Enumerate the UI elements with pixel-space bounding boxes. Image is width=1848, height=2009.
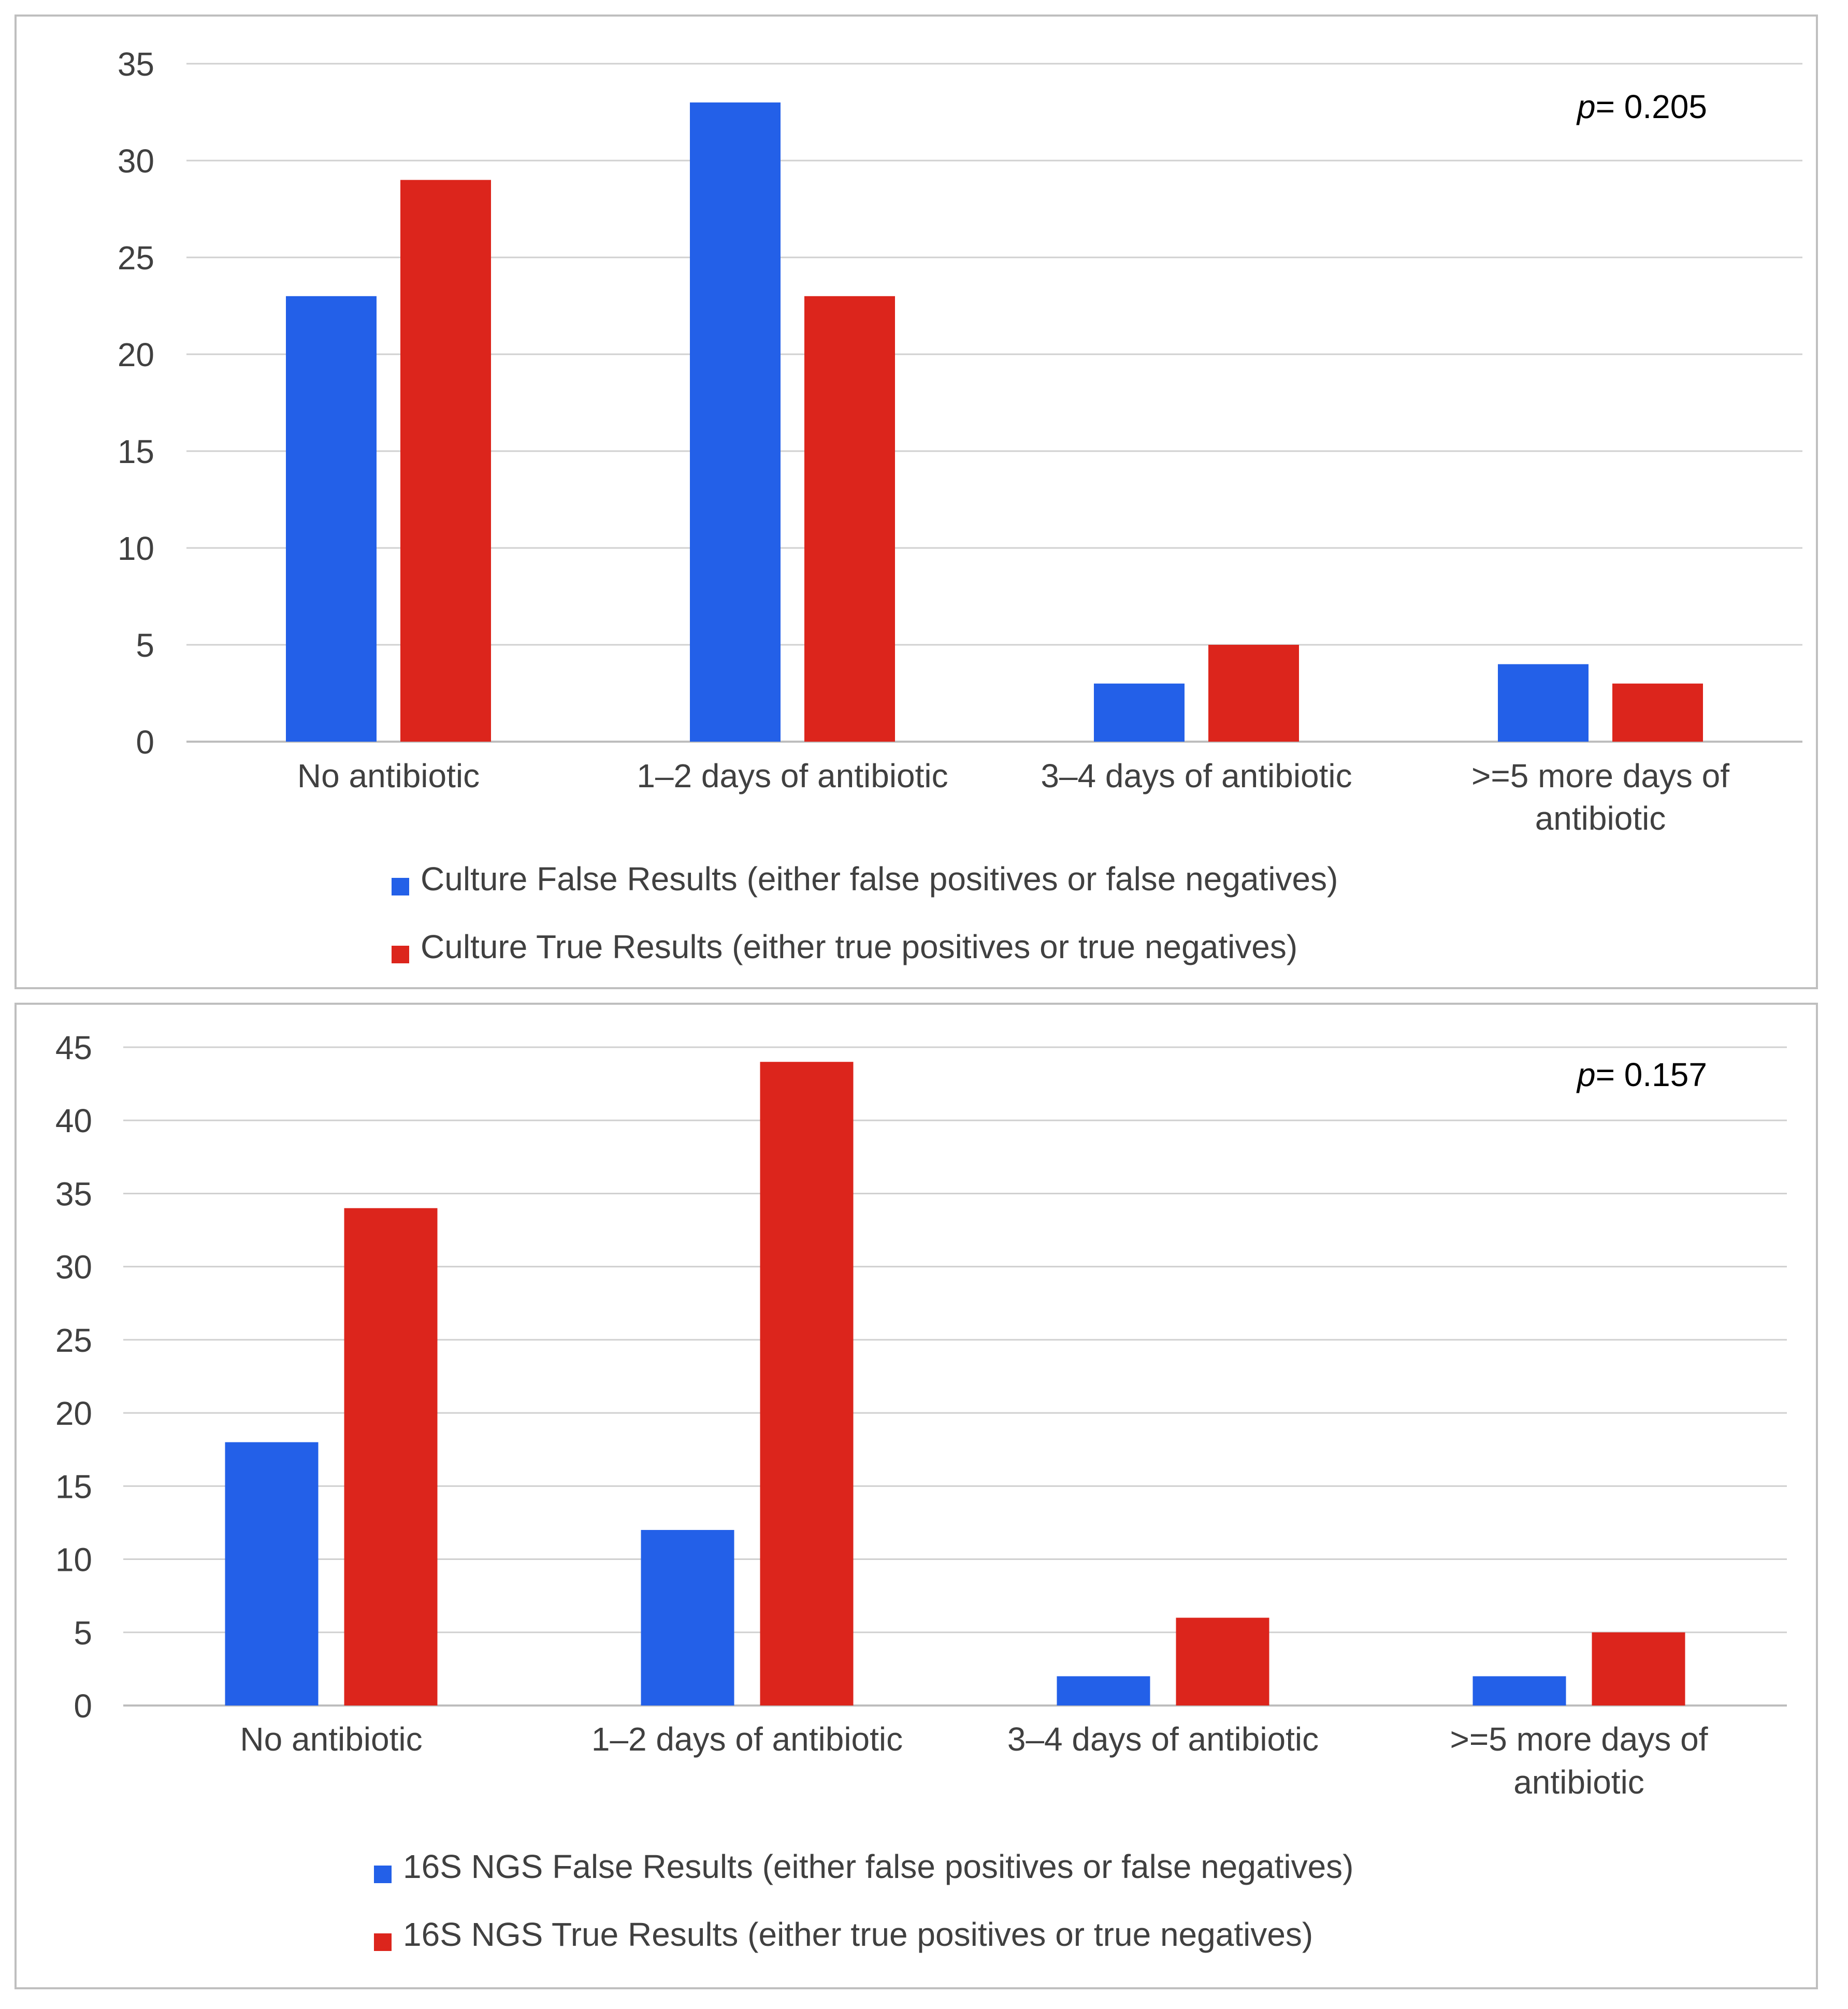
y-tick-label: 5 [74,1614,92,1652]
x-tick-label: No antibiotic [240,1721,422,1758]
x-tick-label: 1–2 days of antibiotic [591,1721,903,1758]
y-tick-label: 45 [55,1029,92,1066]
p-value-symbol: p [1576,1056,1596,1093]
y-tick-label: 20 [55,1395,92,1432]
x-tick-label: >=5 more days of [1450,1721,1708,1758]
bar-false-results [1472,1676,1566,1706]
y-tick-label: 15 [118,433,154,470]
legend-label: Culture False Results (either false posi… [421,860,1338,898]
p-value-annotation: p= 0.157 [1576,1056,1707,1093]
bar-true-results [344,1208,438,1706]
y-tick-label: 10 [118,530,154,567]
chart-panel-1: 0 5 10 15 20 25 30 35 No antibiotic 1–2 days of a… [15,15,1818,989]
bar-true-results [760,1062,854,1706]
bar-true-results [1176,1617,1269,1706]
y-tick-label: 40 [55,1102,92,1139]
bar-true-results [1592,1632,1685,1706]
y-tick-label: 5 [136,627,154,664]
x-tick-label: 3–4 days of antibiotic [1007,1721,1319,1758]
p-value-symbol: p [1576,88,1596,125]
y-tick-label: 30 [118,142,154,180]
bar-false-results [690,102,781,742]
bar-false-results [641,1530,734,1706]
x-tick-label: No antibiotic [297,757,480,794]
legend-swatch-false [374,1866,392,1883]
y-tick-label: 35 [55,1175,92,1212]
y-tick-label: 35 [118,46,154,83]
p-value-text: = 0.205 [1596,88,1707,125]
legend-label: Culture True Results (either true positi… [421,928,1297,965]
bar-true-results [1612,683,1703,742]
legend-label: 16S NGS True Results (either true positi… [403,1916,1313,1953]
bar-false-results [225,1442,319,1706]
x-tick-label: antibiotic [1513,1764,1644,1801]
x-tick-label: >=5 more days of [1471,757,1729,794]
p-value-text: = 0.157 [1596,1056,1707,1093]
p-value-annotation: p= 0.205 [1576,88,1707,125]
chart-panel-2: 0 5 10 15 20 25 30 35 40 45 No antibiotic 1–2 days … [15,1003,1818,1989]
bar-false-results [1057,1676,1150,1706]
legend-swatch-true [392,946,409,963]
x-tick-label: 1–2 days of antibiotic [637,757,948,794]
legend-swatch-false [392,878,409,895]
y-tick-label: 25 [55,1322,92,1359]
bar-true-results [400,180,491,742]
panel-border [15,1003,1818,1989]
legend-label: 16S NGS False Results (either false posi… [403,1848,1353,1885]
x-tick-label: 3–4 days of antibiotic [1041,757,1352,794]
bar-false-results [1498,664,1589,742]
legend-swatch-true [374,1933,392,1951]
y-tick-label: 30 [55,1249,92,1286]
y-tick-label: 10 [55,1541,92,1579]
bar-false-results [1094,683,1185,742]
y-tick-label: 25 [118,239,154,277]
panel-border [15,15,1818,989]
bar-true-results [804,296,895,742]
y-tick-label: 15 [55,1468,92,1505]
bar-false-results [286,296,377,742]
bar-true-results [1208,645,1299,742]
y-tick-label: 20 [118,336,154,373]
y-tick-label: 0 [74,1687,92,1725]
y-tick-label: 0 [136,724,154,761]
x-tick-label: antibiotic [1535,800,1666,837]
